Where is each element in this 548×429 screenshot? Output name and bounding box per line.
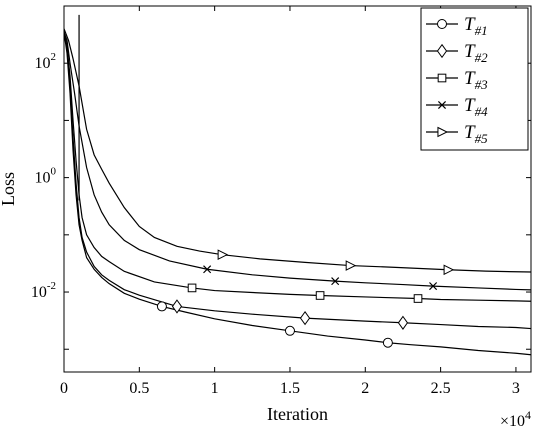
y-tick-label-base: 10 <box>31 284 47 301</box>
series-5-marker-2 <box>345 260 357 271</box>
legend-label-1: T#1 <box>464 14 488 38</box>
y-tick-label: 102 <box>35 51 57 72</box>
plot-area-frame <box>63 5 532 373</box>
series-layer <box>64 14 531 356</box>
series-line-5 <box>64 28 531 273</box>
x-axis-multiplier-exponent: 4 <box>525 408 531 422</box>
x-axis-multiplier-base: ×10 <box>500 413 525 429</box>
x-tick-label: 1 <box>211 380 219 397</box>
x-tick-label: 2 <box>361 380 369 397</box>
series-4-marker-3 <box>429 282 438 291</box>
x-tick-label: 0.5 <box>129 380 149 397</box>
series-1-marker-2 <box>284 325 295 336</box>
legend-marker-5 <box>437 126 449 138</box>
series-2-marker-1 <box>171 299 183 314</box>
legend-marker-4 <box>437 100 447 110</box>
series-line-1 <box>64 31 531 356</box>
y-tick-label-exponent: -2 <box>47 280 56 292</box>
y-tick-label: 100 <box>35 166 57 187</box>
legend-label-main: T <box>464 95 476 116</box>
legend-label-main: T <box>464 14 476 35</box>
y-tick-label-exponent: 0 <box>51 166 57 178</box>
legend: T#1T#2T#3T#4T#5 <box>420 7 529 151</box>
x-tick-label: 3 <box>512 380 520 397</box>
series-3-marker-1 <box>187 283 197 293</box>
series-5-marker-3 <box>443 264 455 276</box>
y-tick-label: 10-2 <box>31 280 56 301</box>
legend-label-subscript: #3 <box>475 77 489 92</box>
series-3-marker-2 <box>315 291 325 300</box>
y-tick-label-exponent: 2 <box>51 51 57 63</box>
legend-marker-3 <box>437 73 447 83</box>
series-4-marker-1 <box>203 265 212 274</box>
markers-layer <box>156 249 455 348</box>
y-axis-title: Loss <box>0 172 18 206</box>
series-4-marker-2 <box>331 277 340 286</box>
x-axis-title: Iteration <box>267 404 328 424</box>
x-tick-label: 0 <box>60 380 68 397</box>
legend-label-5: T#5 <box>464 122 488 146</box>
legend-label-main: T <box>464 122 476 143</box>
legend-label-subscript: #1 <box>475 23 488 38</box>
legend-marker-1 <box>437 19 447 29</box>
series-3-marker-3 <box>413 294 423 303</box>
series-5-marker-1 <box>217 249 229 260</box>
legend-label-main: T <box>464 68 476 89</box>
series-line-4 <box>64 31 531 291</box>
ticks-layer <box>63 5 531 372</box>
series-2-marker-2 <box>299 310 311 326</box>
legend-label-subscript: #4 <box>475 104 489 119</box>
x-axis-multiplier: ×104 <box>500 408 531 429</box>
series-line-2 <box>64 31 531 330</box>
x-tick-label: 2.5 <box>431 380 451 397</box>
legend-label-subscript: #2 <box>475 50 489 65</box>
legend-label-main: T <box>464 41 476 62</box>
y-tick-label-base: 10 <box>35 55 51 72</box>
legend-label-4: T#4 <box>464 95 488 119</box>
legend-label-3: T#3 <box>464 68 488 92</box>
x-tick-label: 1.5 <box>280 380 300 397</box>
series-1-marker-1 <box>156 301 167 312</box>
series-2-marker-3 <box>397 315 409 330</box>
legend-label-2: T#2 <box>464 41 488 65</box>
series-1-marker-3 <box>382 337 393 348</box>
y-tick-label-base: 10 <box>35 170 51 187</box>
legend-label-subscript: #5 <box>475 131 489 146</box>
legend-marker-2 <box>436 43 448 59</box>
